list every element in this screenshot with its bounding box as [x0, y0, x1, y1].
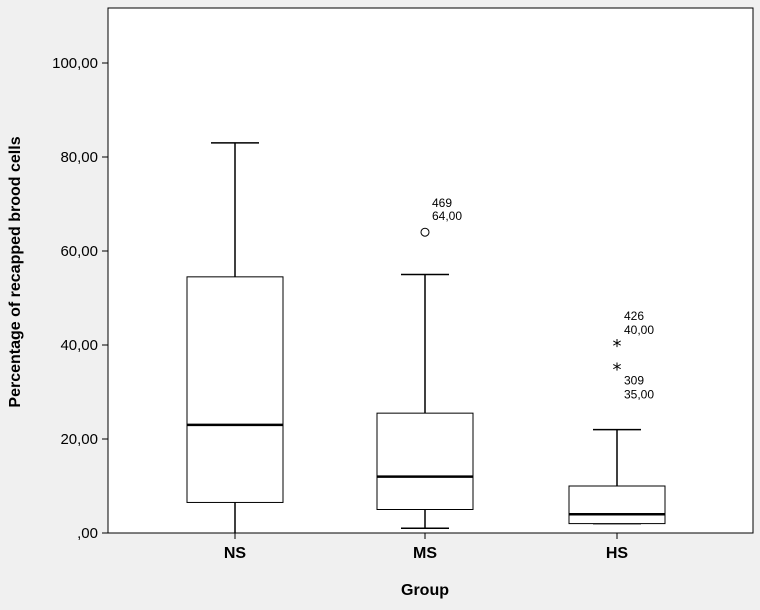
y-tick-label: 100,00 [52, 55, 98, 72]
y-tick-label: 40,00 [60, 337, 98, 354]
x-axis-categories: NS MS HS [224, 533, 629, 562]
x-category-label: MS [413, 545, 437, 562]
y-axis-ticks: ,00 20,00 40,00 60,00 80,00 100,00 [52, 55, 108, 542]
y-tick-label: 60,00 [60, 243, 98, 260]
outlier-value-label: 40,00 [624, 323, 654, 337]
outlier-marker [420, 227, 430, 237]
extreme-outlier-marker: * [613, 336, 622, 357]
box-ns [186, 142, 284, 533]
y-tick-label: 80,00 [60, 149, 98, 166]
outlier-case-label: 309 [624, 374, 644, 388]
outlier-case-label: 469 [432, 196, 452, 210]
outlier-value-label: 35,00 [624, 388, 654, 402]
x-axis-title: Group [401, 582, 449, 599]
outlier-value-label: 64,00 [432, 209, 462, 223]
y-axis-title: Percentage of recapped brood cells [7, 136, 24, 407]
outlier-case-label: 426 [624, 309, 644, 323]
y-tick-label: ,00 [77, 525, 98, 542]
interquartile-box [376, 412, 474, 510]
extreme-outlier-marker: * [613, 360, 622, 381]
interquartile-box [568, 485, 666, 525]
x-category-label: HS [606, 545, 629, 562]
y-tick-label: 20,00 [60, 431, 98, 448]
x-category-label: NS [224, 545, 247, 562]
interquartile-box [186, 276, 284, 503]
